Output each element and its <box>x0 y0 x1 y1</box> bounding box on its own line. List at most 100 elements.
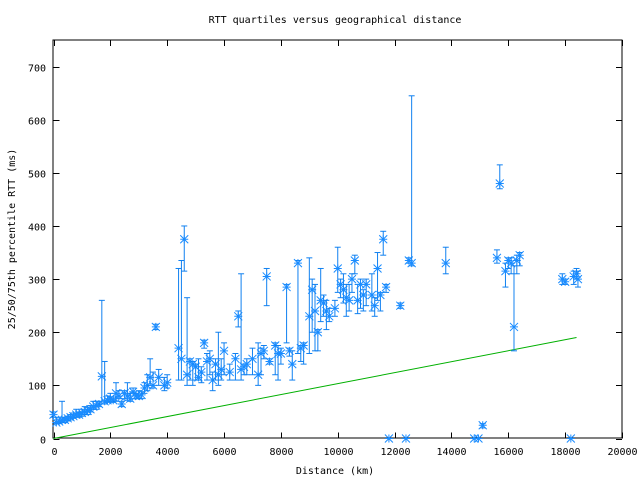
point-marker <box>572 269 581 279</box>
point-marker <box>211 359 220 369</box>
point-marker <box>501 266 510 276</box>
point-marker <box>566 434 576 443</box>
point-marker <box>339 285 348 295</box>
data-point <box>381 282 391 293</box>
data-point <box>216 358 226 381</box>
data-point <box>265 357 274 366</box>
data-point <box>566 434 576 443</box>
data-point <box>108 395 118 405</box>
data-point <box>117 399 127 409</box>
point-marker <box>384 434 394 443</box>
point-marker <box>441 258 451 268</box>
axes: 0 2000 4000 6000 8000 10000 12000 14000 16000 180… <box>28 40 638 458</box>
point-marker <box>154 373 164 382</box>
data-point <box>162 374 172 389</box>
point-marker <box>358 290 368 300</box>
data-point <box>182 297 192 386</box>
data-point <box>225 363 235 381</box>
point-marker <box>219 346 229 356</box>
data-point <box>573 270 583 288</box>
data-point <box>177 260 186 381</box>
point-marker <box>231 354 240 364</box>
data-point <box>495 164 505 190</box>
data-point <box>276 347 286 365</box>
y-tick-label: 200 <box>28 329 46 340</box>
point-marker <box>100 396 110 406</box>
data-point <box>114 390 124 401</box>
data-point <box>282 282 291 344</box>
point-marker <box>63 413 73 423</box>
y-tick-label: 0 <box>40 436 46 447</box>
y-tick-label: 300 <box>28 276 46 287</box>
point-marker <box>91 401 101 410</box>
data-point <box>307 278 317 333</box>
x-tick-label: 0 <box>51 447 57 458</box>
data-point <box>376 290 385 312</box>
marks <box>49 95 583 443</box>
x-tick-label: 12000 <box>380 447 410 458</box>
data-point <box>211 358 220 381</box>
data-point <box>407 95 417 268</box>
point-marker <box>182 370 192 380</box>
point-marker <box>233 311 243 321</box>
point-marker <box>282 282 291 292</box>
point-marker <box>103 395 112 405</box>
y-tick-label: 700 <box>28 64 46 75</box>
point-marker <box>307 285 317 295</box>
point-marker <box>509 322 519 332</box>
data-point <box>515 250 525 267</box>
data-point <box>304 257 314 354</box>
data-point <box>560 277 570 287</box>
y-tick-label: 400 <box>28 223 46 234</box>
data-point <box>49 410 58 419</box>
point-marker <box>506 258 516 268</box>
point-marker <box>128 387 138 397</box>
data-point <box>259 345 269 360</box>
point-marker <box>333 264 343 273</box>
point-marker <box>322 306 331 316</box>
y-axis-label: 25/50/75th percentile RTT (ms) <box>7 149 18 330</box>
point-marker <box>367 290 377 300</box>
point-marker <box>492 253 502 263</box>
baseline-line <box>53 337 577 439</box>
data-point <box>336 278 345 299</box>
point-marker <box>225 367 235 377</box>
point-marker <box>97 371 107 381</box>
data-point <box>205 350 215 376</box>
point-marker <box>353 295 363 305</box>
point-marker <box>310 306 320 316</box>
x-tick-label: 18000 <box>550 447 580 458</box>
point-marker <box>356 280 365 289</box>
data-point <box>231 352 240 381</box>
data-point <box>299 341 308 365</box>
point-marker <box>205 354 215 364</box>
x-tick-label: 8000 <box>269 447 293 458</box>
point-marker <box>299 341 308 350</box>
point-marker <box>293 258 303 268</box>
point-marker <box>88 402 98 411</box>
data-point <box>358 289 368 312</box>
point-marker <box>137 390 146 400</box>
data-point <box>151 322 161 332</box>
point-marker <box>145 373 155 382</box>
point-marker <box>117 399 127 409</box>
point-marker <box>114 391 124 401</box>
point-marker <box>373 264 382 273</box>
point-marker <box>177 354 186 364</box>
data-point <box>148 371 158 390</box>
plot-frame <box>52 39 623 439</box>
point-marker <box>330 303 340 313</box>
data-point <box>356 278 365 309</box>
point-marker <box>512 256 522 265</box>
point-marker <box>276 349 286 358</box>
data-point <box>378 230 388 256</box>
point-marker <box>151 322 161 332</box>
data-point <box>248 347 257 376</box>
y-tick-label: 500 <box>28 170 46 181</box>
point-marker <box>395 301 405 311</box>
x-axis-label: Distance (km) <box>296 466 374 477</box>
point-marker <box>474 434 483 443</box>
point-marker <box>259 346 269 356</box>
point-marker <box>66 412 75 422</box>
